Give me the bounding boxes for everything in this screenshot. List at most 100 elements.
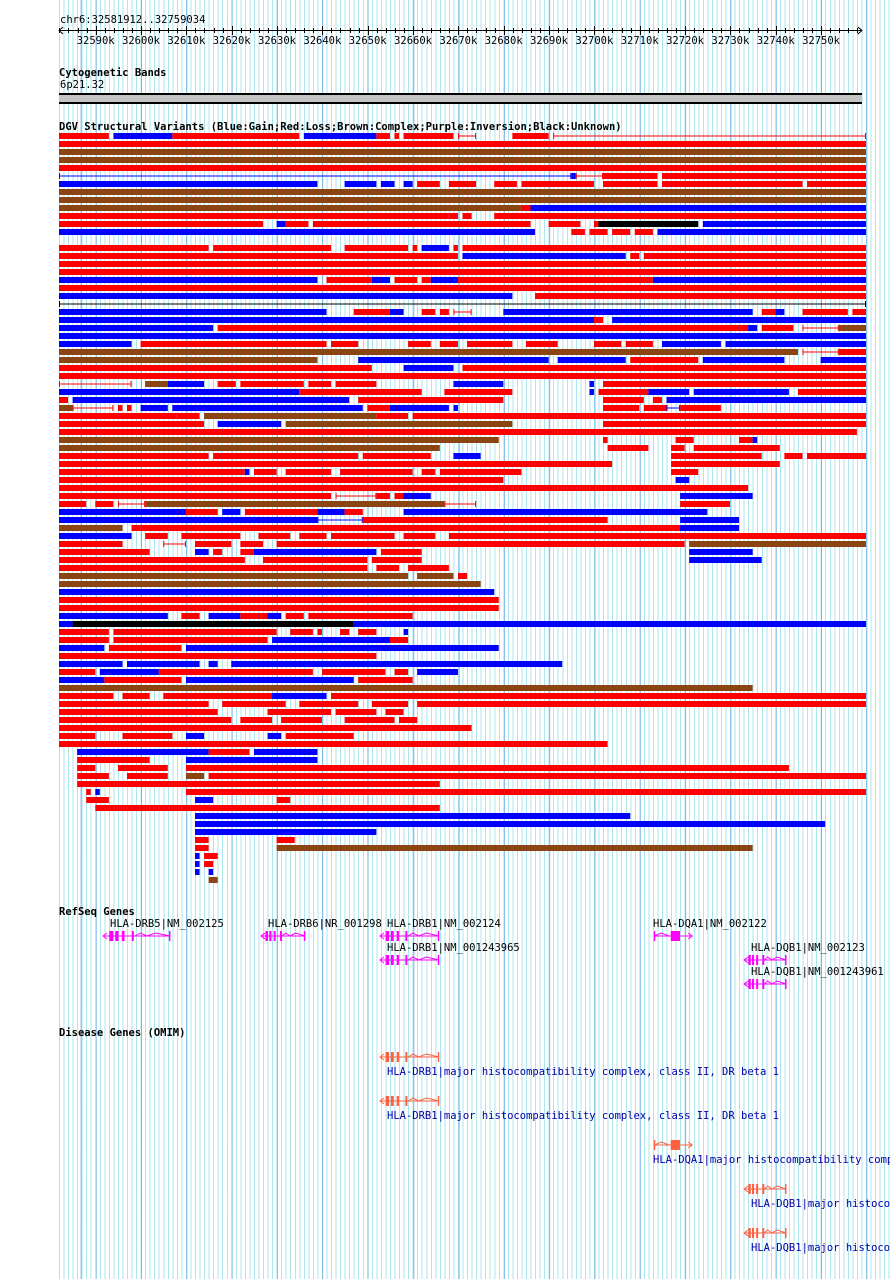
variant-feature[interactable]: [167, 381, 205, 387]
variant-feature[interactable]: [59, 421, 205, 427]
variant-feature[interactable]: [353, 309, 390, 315]
variant-feature[interactable]: [59, 645, 105, 651]
variant-feature[interactable]: [331, 533, 395, 539]
variant-feature[interactable]: [389, 309, 404, 315]
variant-feature[interactable]: [59, 365, 372, 371]
variant-feature[interactable]: [59, 461, 613, 467]
variant-feature[interactable]: [195, 797, 214, 803]
ruler[interactable]: 32590k 32600k 32610k 32620k 32630k 32640k 3265…: [0, 0, 890, 60]
variant-feature[interactable]: [689, 557, 762, 563]
variant-feature[interactable]: [439, 341, 458, 347]
gene-label[interactable]: HLA-DRB5|NM_002125: [110, 918, 224, 930]
variant-feature[interactable]: [598, 389, 649, 395]
variant-feature[interactable]: [244, 469, 250, 475]
variant-feature[interactable]: [784, 453, 803, 459]
variant-feature[interactable]: [625, 341, 653, 347]
variant-feature[interactable]: [59, 445, 440, 451]
variant-feature[interactable]: [253, 749, 318, 755]
variant-feature[interactable]: [59, 477, 504, 483]
variant-feature[interactable]: [797, 389, 866, 395]
variant-feature[interactable]: [444, 389, 513, 395]
variant-feature[interactable]: [59, 317, 594, 323]
variant-feature[interactable]: [752, 437, 758, 443]
variant-feature[interactable]: [675, 477, 690, 483]
variant-feature[interactable]: [331, 341, 359, 347]
variant-feature[interactable]: [258, 533, 291, 539]
variant-feature[interactable]: [403, 133, 454, 139]
variant-feature[interactable]: [308, 381, 332, 387]
variant-feature[interactable]: [127, 413, 177, 419]
variant-feature[interactable]: [838, 349, 866, 355]
variant-feature[interactable]: [693, 445, 780, 451]
variant-feature[interactable]: [403, 493, 431, 499]
variant-feature[interactable]: [462, 213, 472, 219]
variant-feature[interactable]: [190, 805, 440, 811]
variant-feature[interactable]: [412, 621, 866, 627]
variant-feature[interactable]: [240, 613, 268, 619]
variant-feature[interactable]: [108, 645, 182, 651]
variant-feature[interactable]: [59, 437, 499, 443]
variant-feature[interactable]: [362, 453, 431, 459]
variant-feature[interactable]: [77, 741, 608, 747]
variant-feature[interactable]: [145, 381, 168, 387]
variant-feature[interactable]: [340, 629, 350, 635]
gene-label[interactable]: HLA-DQB1|NM_002123: [751, 942, 865, 954]
variant-feature[interactable]: [403, 509, 708, 515]
variant-feature[interactable]: [807, 181, 866, 187]
variant-feature[interactable]: [195, 845, 209, 851]
variant-feature[interactable]: [371, 701, 409, 707]
variant-feature[interactable]: [462, 245, 472, 251]
variant-feature[interactable]: [59, 717, 232, 723]
variant-feature[interactable]: [820, 357, 866, 363]
omim-gene-glyph[interactable]: [375, 1095, 445, 1107]
variant-feature[interactable]: [521, 181, 594, 187]
variant-feature[interactable]: [127, 405, 132, 411]
variant-feature[interactable]: [195, 861, 200, 867]
variant-feature[interactable]: [59, 141, 866, 147]
variant-feature[interactable]: [358, 629, 377, 635]
variant-feature[interactable]: [59, 581, 481, 587]
variant-feature[interactable]: [457, 277, 653, 283]
variant-feature[interactable]: [331, 693, 866, 699]
variant-feature[interactable]: [326, 277, 372, 283]
variant-feature[interactable]: [59, 277, 318, 283]
variant-feature[interactable]: [430, 277, 458, 283]
variant-feature[interactable]: [59, 397, 69, 403]
refseq-gene-glyph[interactable]: [98, 930, 176, 942]
variant-feature[interactable]: [761, 325, 794, 331]
variant-feature[interactable]: [571, 229, 585, 235]
variant-feature[interactable]: [807, 453, 866, 459]
variant-feature[interactable]: [748, 325, 758, 331]
variant-feature[interactable]: [204, 861, 214, 867]
variant-feature[interactable]: [603, 421, 866, 427]
refseq-gene-glyph[interactable]: [739, 954, 792, 966]
variant-feature[interactable]: [59, 165, 866, 171]
variant-feature[interactable]: [448, 181, 477, 187]
variant-feature[interactable]: [59, 253, 458, 259]
omim-gene-glyph[interactable]: [739, 1183, 792, 1195]
variant-feature[interactable]: [462, 365, 653, 371]
variant-feature[interactable]: [340, 469, 413, 475]
variant-feature[interactable]: [757, 389, 789, 395]
variant-feature[interactable]: [680, 405, 721, 411]
variant-feature[interactable]: [113, 637, 268, 643]
variant-feature[interactable]: [439, 469, 522, 475]
variant-feature[interactable]: [285, 469, 332, 475]
variant-feature[interactable]: [380, 181, 395, 187]
variant-feature[interactable]: [702, 357, 785, 363]
variant-feature[interactable]: [59, 325, 214, 331]
variant-feature[interactable]: [598, 221, 699, 227]
variant-feature[interactable]: [453, 453, 481, 459]
variant-feature[interactable]: [213, 549, 223, 555]
variant-feature[interactable]: [104, 677, 182, 683]
gene-label[interactable]: HLA-DRB1|major histocompatibility comple…: [387, 1110, 779, 1122]
variant-feature[interactable]: [231, 661, 563, 667]
variant-feature[interactable]: [59, 197, 866, 203]
variant-feature[interactable]: [176, 413, 200, 419]
variant-feature[interactable]: [439, 309, 449, 315]
variant-feature[interactable]: [344, 245, 409, 251]
variant-feature[interactable]: [272, 693, 327, 699]
variant-feature[interactable]: [630, 357, 699, 363]
variant-feature[interactable]: [603, 397, 644, 403]
variant-feature[interactable]: [185, 509, 218, 515]
